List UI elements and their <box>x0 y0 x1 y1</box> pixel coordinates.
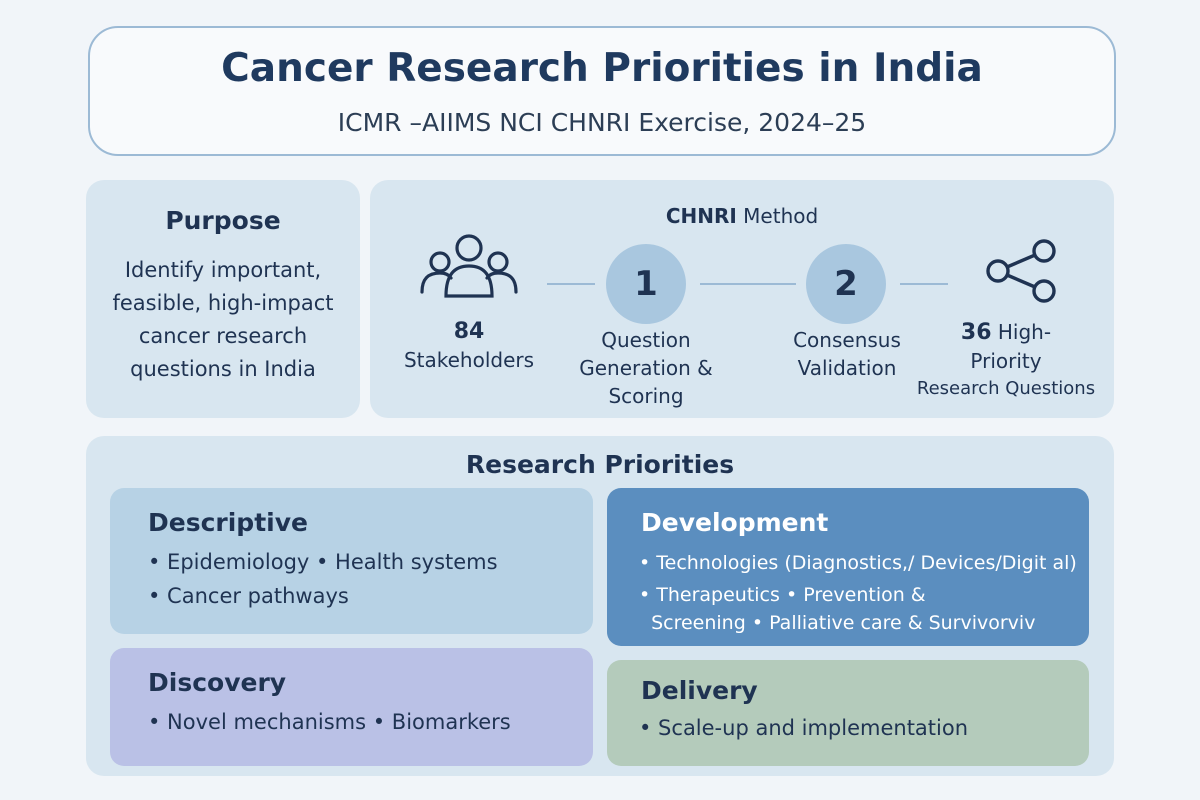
step-1-label: Question Generation & Scoring <box>556 326 736 410</box>
step-2-label: Consensus Validation <box>766 326 928 382</box>
step-1-line: Scoring <box>608 384 684 408</box>
method-title-bold: CHNRI <box>665 204 737 228</box>
development-title: Development <box>641 508 829 537</box>
descriptive-line: • Cancer pathways <box>148 584 349 608</box>
step-1-circle: 1 <box>606 244 686 324</box>
discovery-card: Discovery • Novel mechanisms • Biomarker… <box>110 648 593 766</box>
page-subtitle: ICMR –AIIMS NCI CHNRI Exercise, 2024–25 <box>337 108 867 137</box>
purpose-panel: Purpose Identify important, feasible, hi… <box>86 180 360 418</box>
share-network-icon <box>986 239 1056 303</box>
development-line: • Therapeutics • Prevention & <box>639 584 926 606</box>
connector-line <box>700 283 796 285</box>
output-line-3: Research Questions <box>916 378 1096 399</box>
descriptive-title: Descriptive <box>148 508 308 537</box>
delivery-card: Delivery • Scale-up and implementation <box>607 660 1089 766</box>
step-2-line: Consensus <box>793 328 901 352</box>
header-banner: Cancer Research Priorities in India ICMR… <box>88 26 1116 156</box>
connector-line <box>900 283 948 285</box>
method-title: CHNRI Method <box>370 204 1114 228</box>
development-card: Development • Technologies (Diagnostics,… <box>607 488 1089 646</box>
delivery-line: • Scale-up and implementation <box>639 716 969 740</box>
purpose-text: Identify important, feasible, high-impac… <box>104 254 342 386</box>
output-count: 36 <box>960 320 992 345</box>
purpose-line: Identify important, <box>124 258 322 282</box>
discovery-title: Discovery <box>148 668 287 697</box>
descriptive-line: • Epidemiology • Health systems <box>148 550 498 574</box>
stakeholders-text: Stakeholders <box>403 348 535 372</box>
people-group-icon <box>420 234 518 298</box>
research-priorities-title: Research Priorities <box>465 450 735 479</box>
purpose-line: cancer research <box>138 324 308 348</box>
connector-line <box>547 283 595 285</box>
development-line: • Technologies (Diagnostics,/ Devices/Di… <box>639 552 1077 574</box>
method-panel: CHNRI Method <box>370 180 1114 418</box>
purpose-line: feasible, high-impact <box>112 291 334 315</box>
output-label: 36 High- Priority Research Questions <box>904 318 1108 403</box>
development-line: Screening • Palliative care & Survivorvi… <box>639 612 1036 634</box>
stakeholders-count: 84 <box>453 319 485 344</box>
method-title-rest: Method <box>736 204 819 228</box>
page-title: Cancer Research Priorities in India <box>221 46 983 91</box>
purpose-line: questions in India <box>130 357 316 381</box>
descriptive-card: Descriptive • Epidemiology • Health syst… <box>110 488 593 634</box>
step-2-line: Validation <box>797 356 897 380</box>
output-line-1-text: High- <box>991 320 1052 344</box>
purpose-title: Purpose <box>165 206 281 235</box>
step-2-circle: 2 <box>806 244 886 324</box>
delivery-title: Delivery <box>641 676 758 705</box>
output-line-2: Priority <box>970 349 1042 373</box>
step-1-line: Question <box>601 328 691 352</box>
discovery-line: • Novel mechanisms • Biomarkers <box>148 710 511 734</box>
step-1-line: Generation & <box>579 356 713 380</box>
stakeholders-label: 84 Stakeholders <box>388 318 550 374</box>
output-line-1: 36 High- <box>904 318 1108 347</box>
